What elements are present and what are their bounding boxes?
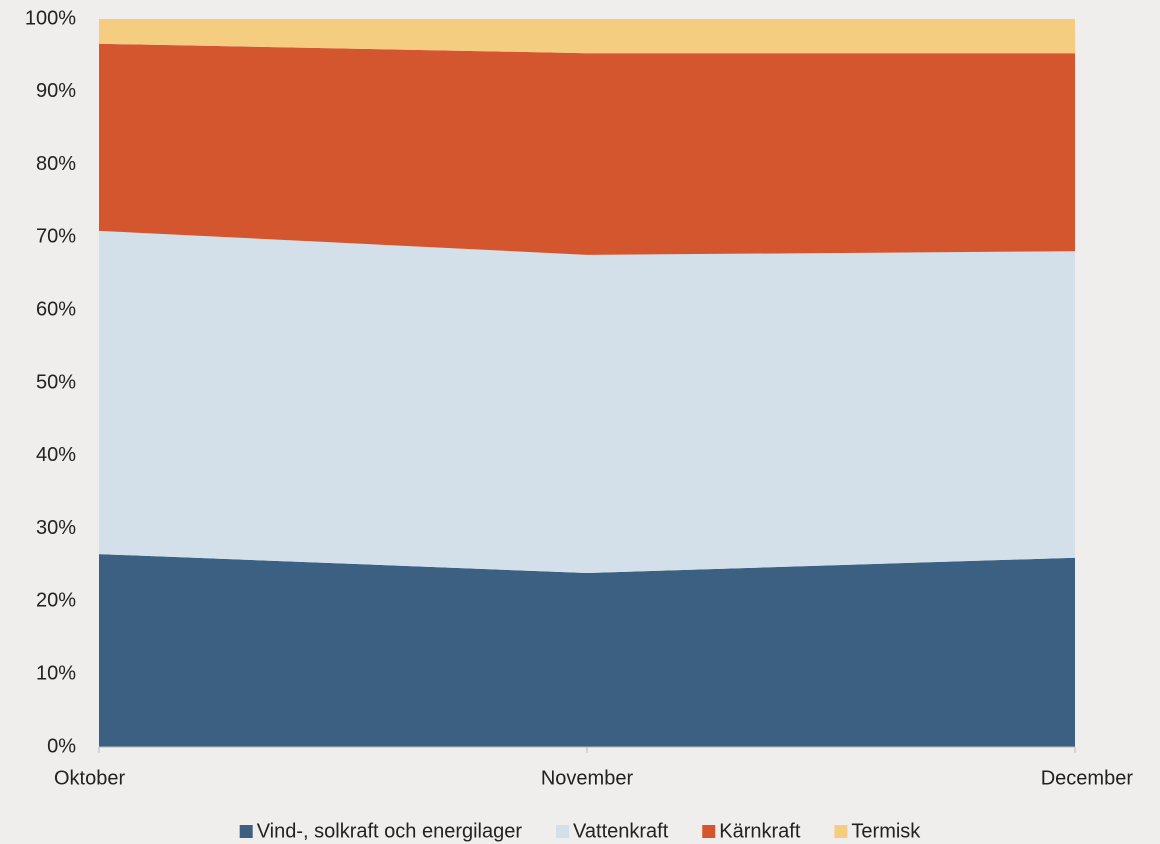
legend-label: Vattenkraft: [573, 820, 669, 842]
legend-swatch: [702, 825, 716, 838]
legend-swatch: [239, 825, 253, 838]
y-tick-label: 40%: [36, 444, 76, 466]
legend-label: Vind-, solkraft och energilager: [257, 820, 523, 842]
x-tick-label: Oktober: [54, 767, 125, 789]
y-tick-label: 100%: [25, 7, 76, 29]
y-tick-label: 20%: [36, 590, 76, 612]
area: [99, 43, 1075, 255]
x-tick-label: December: [1041, 767, 1134, 789]
y-tick-label: 10%: [36, 662, 76, 684]
y-tick-label: 70%: [36, 226, 76, 248]
area: [99, 230, 1075, 574]
x-tick-label: November: [541, 767, 634, 789]
y-tick-label: 30%: [36, 517, 76, 539]
y-tick-label: 60%: [36, 298, 76, 320]
legend-swatch: [834, 825, 848, 838]
area: [99, 19, 1075, 54]
legend-label: Termisk: [851, 820, 921, 842]
y-tick-label: 0%: [47, 735, 76, 757]
area: [99, 554, 1075, 747]
legend-label: Kärnkraft: [719, 820, 801, 842]
y-tick-label: 90%: [36, 80, 76, 102]
y-tick-label: 50%: [36, 371, 76, 393]
y-tick-label: 80%: [36, 153, 76, 175]
legend-swatch: [556, 825, 570, 838]
